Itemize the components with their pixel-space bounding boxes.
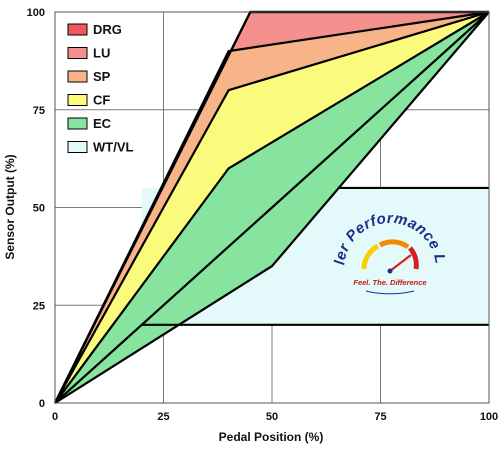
legend-swatch-wt-vl	[67, 141, 88, 153]
legend-swatch-sp	[67, 70, 88, 83]
line-ec	[54, 11, 490, 404]
logo-tagline: Feel. The. Difference	[353, 278, 426, 287]
x-axis-title: Pedal Position (%)	[219, 430, 324, 444]
y-tick-label-25: 25	[33, 300, 45, 312]
legend-label-drg: DRG	[93, 22, 122, 37]
tick-labels: 0 25 50 75 100 0 25 50 75 100	[27, 7, 499, 423]
x-tick-label-75: 75	[374, 411, 386, 423]
line-lower-bound	[54, 11, 490, 404]
wtvl-box	[141, 186, 489, 326]
legend-swatch-cf	[67, 94, 88, 106]
gauge-red-arc	[408, 246, 419, 270]
gauge-yellow-arc	[361, 243, 380, 270]
legend-label-cf: CF	[93, 93, 110, 108]
gauge-needle	[389, 254, 412, 272]
x-tick-label-0: 0	[52, 411, 58, 423]
legend-swatch-drg	[67, 23, 88, 36]
y-tick-label-0: 0	[39, 398, 45, 410]
line-sp	[54, 10, 490, 404]
y-tick-label-100: 100	[27, 7, 45, 19]
x-tick-label-100: 100	[480, 411, 498, 423]
legend-label-sp: SP	[93, 69, 111, 84]
y-tick-label-50: 50	[33, 203, 45, 215]
plot-frame	[54, 11, 490, 404]
legend-swatch-ec	[67, 117, 88, 130]
legend-label-ec: EC	[93, 116, 112, 131]
gauge-orange-arc	[378, 239, 410, 250]
x-tick-label-50: 50	[266, 411, 278, 423]
y-tick-label-75: 75	[33, 105, 45, 117]
legend-label-wt-vl: WT/VL	[93, 140, 133, 155]
gauge-hub	[387, 268, 393, 274]
line-cf	[54, 11, 490, 404]
y-axis-title: Sensor Output (%)	[3, 154, 17, 259]
region-cf	[55, 12, 489, 403]
legend-label-lu: LU	[93, 46, 110, 61]
logo-swoosh	[365, 290, 415, 295]
legend-swatch-lu	[67, 47, 88, 59]
x-tick-label-25: 25	[157, 411, 169, 423]
curve-lines	[54, 10, 490, 404]
legend: DRG LU SP CF EC WT/VL	[67, 22, 133, 155]
plot-border	[54, 11, 490, 404]
